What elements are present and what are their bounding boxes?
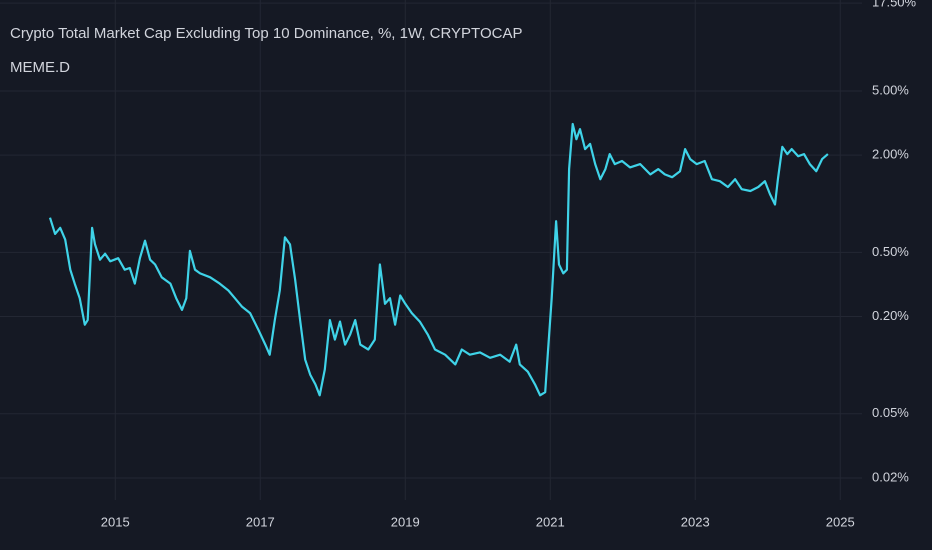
series-line [48,122,829,397]
y-tick-label: 0.20% [872,308,909,323]
y-tick-label: 2.00% [872,147,909,162]
y-tick-label: 5.00% [872,82,909,97]
x-tick-label: 2015 [101,514,130,529]
chart-subtitle: MEME.D [10,59,70,76]
x-tick-label: 2017 [246,514,275,529]
x-tick-label: 2019 [391,514,420,529]
y-tick-label: 0.50% [872,244,909,259]
x-tick-label: 2023 [681,514,710,529]
y-tick-label: 17.50% [872,0,917,10]
y-tick-label: 0.05% [872,405,909,420]
chart-title: Crypto Total Market Cap Excluding Top 10… [10,25,522,42]
y-tick-label: 0.02% [872,469,909,484]
x-tick-label: 2025 [826,514,855,529]
x-tick-label: 2021 [536,514,565,529]
